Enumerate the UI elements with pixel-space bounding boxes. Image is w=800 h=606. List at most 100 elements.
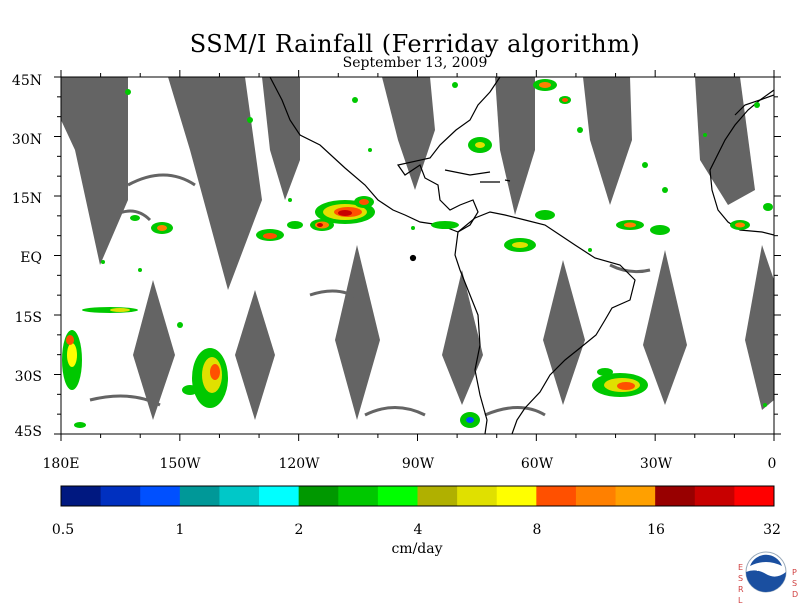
rain-cluster [310,196,375,231]
lat-label-30n: 30N [11,132,42,148]
south-america-coast [454,211,636,434]
rain-speck [411,226,415,230]
colorbar-swatch [734,486,775,506]
colorbar-swatch [417,486,458,506]
rain-cluster [130,215,173,234]
lon-label-60w: 60W [520,456,554,472]
lon-label-90w: 90W [401,456,435,472]
rain-speck [368,148,372,152]
swath-arc [127,173,196,187]
colorbar-swatch [655,486,696,506]
rain-speck [352,97,358,103]
swath-arc [484,406,546,417]
lat-label-30s: 30S [14,369,42,385]
noaa-logo [745,551,787,593]
swath-gap [133,280,175,420]
caribbean-islands [444,169,511,183]
colorbar-label: 16 [647,522,665,538]
colorbar-unit: cm/day [391,541,443,557]
rain-cluster [460,412,480,428]
rain-cluster [62,330,82,390]
rain-speck [288,198,292,202]
rain-speck [703,133,707,137]
swath-arc [609,263,651,274]
lat-label-15s: 15S [14,310,42,326]
map-date: September 13, 2009 [342,55,488,71]
north-america-coast [269,77,501,233]
swath-arc [89,394,161,407]
colorbar-swatch [61,486,102,506]
lat-label-45n: 45N [11,73,42,89]
colorbar-swatch [536,486,577,506]
rain-cluster [592,368,648,397]
europe-coast [734,89,774,116]
swath-gap [583,77,632,205]
rainfall-patches [62,79,773,428]
galapagos [409,254,417,262]
rain-speck [247,117,253,123]
swath-gap [335,245,380,420]
colorbar-swatch [298,486,339,506]
rain-speck [101,260,105,264]
swath-gap [61,77,128,265]
colorbar-swatch [179,486,220,506]
colorbar [61,486,775,506]
rain-speck [577,127,583,133]
axis-ticks [54,70,781,441]
rain-cluster [616,220,670,235]
colorbar-swatch [259,486,300,506]
rain-cluster [256,221,303,241]
colorbar-swatch [615,486,656,506]
rain-cluster [182,348,228,408]
swath-arc [364,406,426,417]
rain-speck [588,248,592,252]
swath-arc [114,209,152,222]
rain-cluster [431,137,492,229]
rain-speck [662,187,668,193]
colorbar-swatch [219,486,260,506]
colorbar-label: 4 [413,522,423,538]
logo-text: NOAA [756,566,776,573]
lon-label-180e: 180E [42,456,80,472]
colorbar-swatch [496,486,537,506]
swath-gap [442,270,483,405]
colorbar-label: 2 [294,522,304,538]
rain-cluster [74,307,138,428]
colorbar-swatch [694,486,735,506]
lat-label-eq: EQ [20,250,42,266]
colorbar-label: 32 [763,522,781,538]
colorbar-label: 8 [532,522,542,538]
rain-speck [452,82,458,88]
colorbar-swatch [338,486,379,506]
rain-speck [177,322,183,328]
colorbar-frame [60,485,775,507]
rain-speck [763,403,767,407]
swath-gap [643,250,687,405]
colorbar-swatch [575,486,617,506]
colorbar-swatch [457,486,498,506]
rain-speck [642,162,648,168]
lon-label-150w: 150W [159,456,201,472]
rain-cluster [504,210,555,252]
lon-label-30w: 30W [639,456,673,472]
colorbar-label: 0.5 [51,522,75,538]
swath-gap [495,77,535,215]
rain-speck [754,102,760,108]
swath-gap [262,77,300,200]
rain-cluster [533,79,571,104]
lon-label-120w: 120W [278,456,320,472]
swath-arc [309,289,361,302]
colorbar-swatch [100,486,141,506]
swath-gap [543,260,585,405]
lon-label-0: 0 [767,456,777,472]
swath-gap [235,290,275,420]
rain-speck [125,89,131,95]
map-title: SSM/I Rainfall (Ferriday algorithm) [189,30,641,58]
rain-cluster [730,203,773,230]
colorbar-label: 1 [175,522,185,538]
colorbar-swatch [140,486,181,506]
rain-speck [138,268,142,272]
